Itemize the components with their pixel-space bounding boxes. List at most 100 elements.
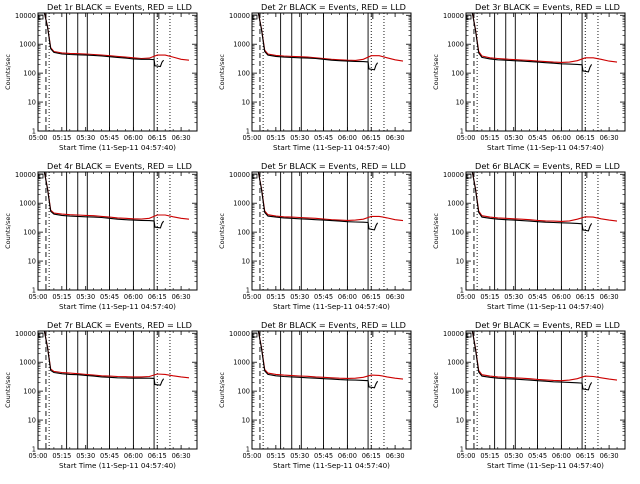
y-axis-label: Counts/sec <box>4 372 12 408</box>
x-tick-label: 06:00 <box>124 452 143 460</box>
corner-square-marker <box>466 173 472 179</box>
x-tick-label: 06:00 <box>552 293 571 301</box>
events-series-line <box>43 172 165 229</box>
x-tick-label: 05:45 <box>528 134 547 142</box>
lld-series-line <box>43 331 190 379</box>
x-tick-label: 05:30 <box>290 134 309 142</box>
x-tick-label: 05:00 <box>242 134 261 142</box>
y-tick-label: 10 <box>456 258 464 266</box>
detector-panel-5: Det 5r BLACK = Events, RED = LLD Counts/s… <box>218 161 412 311</box>
panel-plot-area <box>252 13 404 131</box>
x-tick-label: 06:30 <box>172 134 191 142</box>
y-tick-label: 100 <box>23 70 36 78</box>
x-tick-label: 06:15 <box>362 293 381 301</box>
panel-title: Det 4r BLACK = Events, RED = LLD <box>47 161 192 171</box>
panel-frame <box>37 12 198 132</box>
panel-title: Det 1r BLACK = Events, RED = LLD <box>47 2 192 12</box>
panel-title: Det 9r BLACK = Events, RED = LLD <box>475 320 620 330</box>
x-tick-label: 05:00 <box>456 293 475 301</box>
y-axis-label: Counts/sec <box>432 372 440 408</box>
corner-square-marker <box>38 173 44 179</box>
x-tick-label: 06:30 <box>172 452 191 460</box>
events-series-line <box>471 331 593 391</box>
y-tick-label: 10000 <box>229 12 250 20</box>
lld-series-line <box>257 172 404 222</box>
panel-plot-area <box>38 13 190 131</box>
y-tick-label: 10 <box>28 417 36 425</box>
x-tick-label: 06:00 <box>124 293 143 301</box>
y-tick-label: 10000 <box>443 330 464 338</box>
x-tick-label: 06:00 <box>338 134 357 142</box>
x-tick-label: 05:00 <box>242 452 261 460</box>
x-tick-label: 05:00 <box>28 134 47 142</box>
y-tick-label: 100 <box>451 229 464 237</box>
events-series-line <box>257 13 379 71</box>
y-axis-label: Counts/sec <box>218 372 226 408</box>
x-tick-label: 06:00 <box>552 452 571 460</box>
x-tick-label: 05:15 <box>480 134 499 142</box>
y-tick-label: 1000 <box>233 200 250 208</box>
events-series-line <box>43 331 165 386</box>
x-tick-label: 05:00 <box>242 293 261 301</box>
y-tick-label: 10000 <box>15 171 36 179</box>
x-tick-label: 05:30 <box>76 452 95 460</box>
events-series-line <box>257 172 379 231</box>
panel-title: Det 2r BLACK = Events, RED = LLD <box>261 2 406 12</box>
events-series-line <box>471 13 593 73</box>
x-tick-label: 05:30 <box>504 452 523 460</box>
x-tick-label: 06:15 <box>576 452 595 460</box>
y-tick-label: 1 <box>246 128 250 136</box>
top-flag-marker <box>586 13 592 19</box>
detector-panel-3: Det 3r BLACK = Events, RED = LLD Counts/s… <box>432 2 626 152</box>
y-tick-label: 100 <box>237 70 250 78</box>
corner-square-marker <box>252 173 258 179</box>
x-tick-label: 06:30 <box>600 452 619 460</box>
x-tick-label: 05:00 <box>456 134 475 142</box>
panel-frame <box>465 12 626 132</box>
x-tick-label: 05:30 <box>290 293 309 301</box>
y-tick-label: 100 <box>451 388 464 396</box>
x-axis-label: Start Time (11-Sep-11 04:57:40) <box>487 461 604 470</box>
x-tick-label: 05:15 <box>266 452 285 460</box>
x-tick-label: 05:45 <box>528 293 547 301</box>
x-tick-label: 06:15 <box>362 134 381 142</box>
panel-title: Det 3r BLACK = Events, RED = LLD <box>475 2 620 12</box>
corner-square-marker <box>466 14 472 20</box>
x-tick-label: 05:30 <box>504 293 523 301</box>
panel-frame <box>251 171 412 291</box>
x-tick-label: 05:30 <box>76 293 95 301</box>
corner-square-marker <box>252 332 258 338</box>
y-tick-label: 10 <box>28 99 36 107</box>
panel-plot-area <box>252 172 404 290</box>
x-axis-label: Start Time (11-Sep-11 04:57:40) <box>59 143 176 152</box>
y-tick-label: 1 <box>246 287 250 295</box>
x-axis-label: Start Time (11-Sep-11 04:57:40) <box>273 302 390 311</box>
top-flag-marker <box>158 13 164 19</box>
panel-title: Det 5r BLACK = Events, RED = LLD <box>261 161 406 171</box>
x-tick-label: 06:00 <box>338 452 357 460</box>
panel-frame <box>251 12 412 132</box>
y-tick-label: 10 <box>456 417 464 425</box>
corner-square-marker <box>466 332 472 338</box>
y-axis-label: Counts/sec <box>432 213 440 249</box>
y-tick-label: 10000 <box>443 12 464 20</box>
y-axis-label: Counts/sec <box>432 54 440 90</box>
y-tick-label: 10 <box>242 258 250 266</box>
lld-series-line <box>257 331 404 380</box>
panel-plot-area <box>466 13 618 131</box>
corner-square-marker <box>252 14 258 20</box>
y-tick-label: 100 <box>237 388 250 396</box>
x-tick-label: 06:15 <box>148 134 167 142</box>
x-tick-label: 05:45 <box>100 134 119 142</box>
x-tick-label: 06:15 <box>148 452 167 460</box>
x-axis-label: Start Time (11-Sep-11 04:57:40) <box>59 302 176 311</box>
panel-plot-area <box>38 331 190 449</box>
y-tick-label: 10000 <box>229 330 250 338</box>
x-tick-label: 06:30 <box>386 293 405 301</box>
panel-frame <box>465 330 626 450</box>
detector-panel-1: Det 1r BLACK = Events, RED = LLD Counts/s… <box>4 2 198 152</box>
x-tick-label: 06:30 <box>386 452 405 460</box>
x-tick-label: 06:30 <box>386 134 405 142</box>
y-tick-label: 10 <box>242 417 250 425</box>
